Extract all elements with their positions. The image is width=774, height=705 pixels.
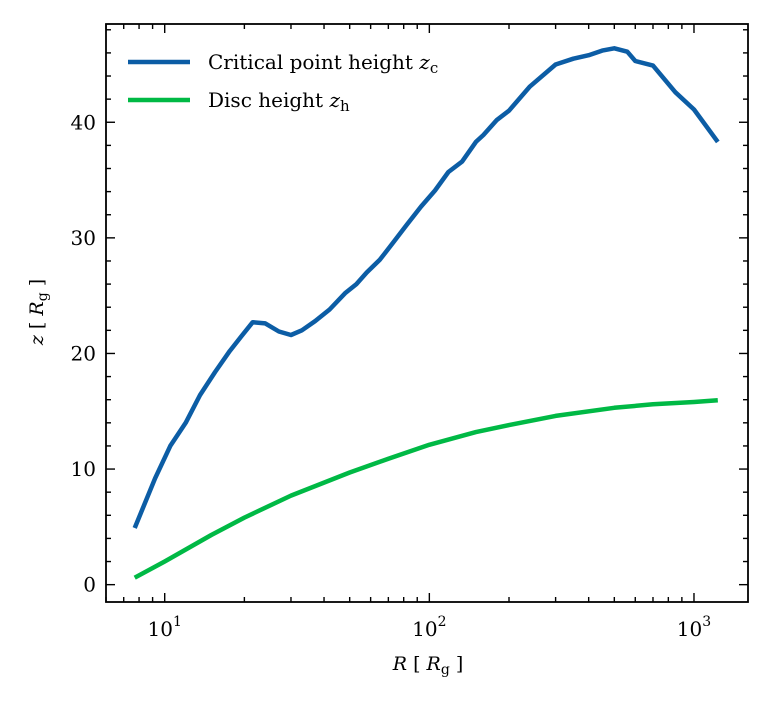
y-axis-label: z [ Rg ] bbox=[26, 279, 51, 346]
series-line-critical bbox=[132, 46, 720, 529]
series-line-disc bbox=[133, 398, 718, 580]
series-layer bbox=[132, 46, 720, 580]
y-tick-label: 40 bbox=[71, 110, 96, 134]
legend-label-critical: Critical point height zc bbox=[208, 50, 438, 77]
x-tick-label: 103 bbox=[677, 614, 711, 641]
ticks-layer: 0 10 20 30 40 101 102 103 bbox=[71, 24, 748, 641]
plot-frame bbox=[105, 23, 749, 603]
legend: Critical point height zc Disc height zh bbox=[128, 50, 438, 115]
y-tick-label: 10 bbox=[71, 457, 96, 481]
y-tick-label: 0 bbox=[83, 573, 96, 597]
legend-label-disc: Disc height zh bbox=[208, 88, 350, 115]
y-tick-label: 30 bbox=[71, 226, 96, 250]
x-tick-label: 102 bbox=[412, 614, 446, 641]
x-axis-label: R [ Rg ] bbox=[392, 653, 464, 678]
x-tick-label: 101 bbox=[148, 614, 182, 641]
y-tick-label: 20 bbox=[71, 341, 96, 365]
